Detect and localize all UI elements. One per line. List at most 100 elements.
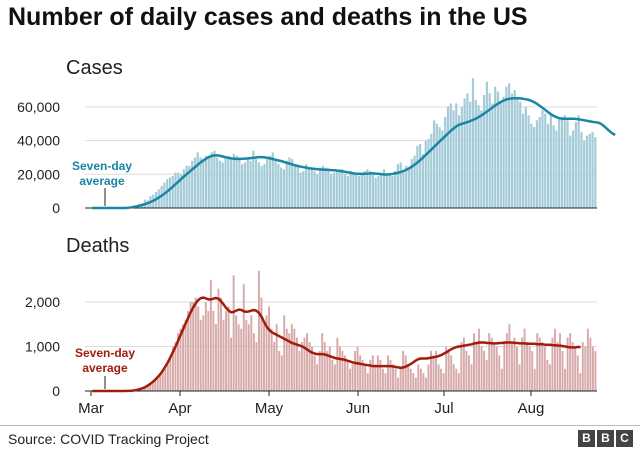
deaths-bar (564, 368, 567, 391)
cases-bar (316, 174, 319, 208)
deaths-bar (483, 350, 486, 391)
cases-bar (255, 159, 258, 208)
deaths-bar (427, 364, 430, 391)
cases-bar (204, 155, 208, 208)
deaths-bar (212, 310, 215, 391)
deaths-bar (404, 355, 407, 391)
cases-bar (224, 157, 227, 208)
deaths-bar (594, 350, 597, 391)
deaths-bar (376, 355, 379, 391)
cases-bar (499, 101, 502, 208)
deaths-bar (435, 350, 438, 391)
deaths-bar (571, 342, 574, 391)
cases-bar (594, 137, 597, 208)
cases-bar (444, 116, 447, 208)
x-tick-label: Aug (518, 400, 545, 417)
cases-bar (371, 172, 374, 208)
cases-bar (174, 172, 177, 208)
deaths-bar (591, 346, 594, 391)
deaths-y-tick-label: 2,000 (25, 294, 60, 310)
cases-bar (555, 130, 558, 208)
deaths-bar (394, 368, 397, 391)
cases-bar (230, 159, 233, 208)
deaths-bar (300, 342, 303, 391)
cases-bar (574, 122, 577, 208)
cases-bar (377, 175, 380, 208)
cases-bar (382, 169, 386, 208)
deaths-bar (187, 310, 190, 391)
deaths-bar (523, 328, 526, 391)
cases-bar (580, 132, 583, 208)
cases-bar (374, 177, 377, 208)
deaths-bar (166, 364, 169, 391)
deaths-bar (467, 355, 470, 391)
cases-bar (188, 165, 191, 208)
deaths-bar (199, 319, 202, 391)
cases-bar (552, 125, 555, 208)
logo-letter-b1: B (578, 430, 595, 447)
cases-bar (380, 172, 383, 208)
cases-bar (296, 165, 299, 208)
deaths-bar (182, 324, 185, 391)
deaths-bar (432, 355, 435, 391)
cases-bar (535, 120, 539, 208)
deaths-bar (293, 328, 296, 391)
deaths-bar (419, 368, 422, 391)
deaths-bar (381, 368, 384, 391)
deaths-bar (273, 342, 276, 391)
deaths-bar (209, 279, 212, 391)
deaths-bar (154, 379, 157, 391)
deaths-bar (240, 328, 243, 391)
cases-bar (179, 174, 183, 208)
cases-bar (355, 174, 358, 208)
cases-bar (191, 160, 194, 208)
cases-bar (277, 164, 280, 208)
deaths-bar (521, 337, 524, 391)
cases-bar (288, 157, 291, 208)
deaths-bar (498, 355, 501, 391)
cases-bar (560, 116, 564, 208)
x-tick-label: Jul (434, 400, 453, 417)
deaths-bar (586, 328, 589, 391)
deaths-bar (566, 337, 569, 391)
cases-bar (419, 143, 422, 208)
deaths-bar (475, 342, 478, 391)
x-tick-label: Apr (168, 400, 191, 417)
deaths-bar (462, 337, 465, 391)
cases-bar (583, 140, 586, 208)
deaths-bar (237, 324, 240, 391)
deaths-bar (169, 355, 172, 391)
cases-y-tick-label: 0 (52, 200, 60, 216)
cases-bar (446, 106, 450, 208)
deaths-bar (503, 342, 506, 391)
deaths-y-tick-label: 0 (52, 383, 60, 399)
deaths-bar (321, 333, 324, 391)
deaths-bar (548, 364, 551, 391)
cases-bar (571, 130, 575, 208)
cases-y-tick-label: 20,000 (17, 166, 60, 182)
cases-bar (307, 167, 311, 208)
deaths-bar (351, 364, 354, 391)
deaths-bar (553, 328, 556, 391)
deaths-bar (399, 368, 402, 391)
cases-y-tick-label: 60,000 (17, 99, 60, 115)
deaths-bar (179, 328, 182, 391)
deaths-bar (220, 297, 222, 391)
deaths-bar (260, 297, 263, 391)
cases-bar (396, 164, 400, 208)
deaths-bar (295, 337, 298, 391)
deaths-bar (417, 364, 420, 391)
deaths-bar (495, 346, 498, 391)
deaths-bar (422, 373, 425, 391)
cases-bar (238, 159, 241, 208)
deaths-bar (328, 346, 331, 391)
deaths-bar (278, 350, 281, 391)
cases-bar (260, 165, 263, 208)
deaths-bar (392, 364, 394, 391)
deaths-bar (581, 342, 584, 391)
deaths-bar (430, 350, 432, 391)
deaths-bar (349, 368, 351, 391)
deaths-bar (407, 364, 410, 391)
cases-bar (310, 169, 313, 208)
